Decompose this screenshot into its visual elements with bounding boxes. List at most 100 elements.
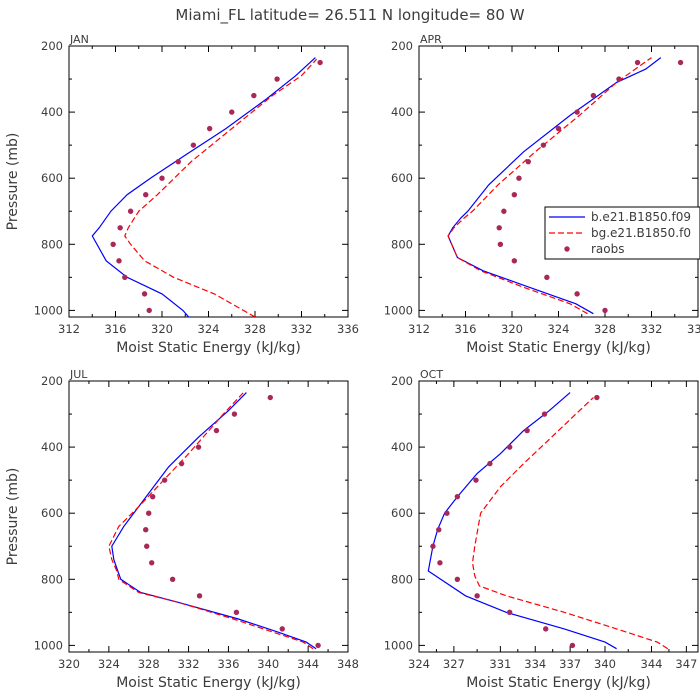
raobs-point xyxy=(178,460,185,467)
y-tick-label: 200 xyxy=(41,374,63,388)
raobs-point xyxy=(117,225,123,231)
legend-marker-dot xyxy=(564,246,570,252)
raobs-point xyxy=(590,92,597,99)
panel-oct: 324 327 331 334 337 340 344 347 200 400 600 800 1000… xyxy=(384,368,699,691)
raobs-point xyxy=(146,307,152,314)
raobs-point xyxy=(540,142,547,148)
y-tick-label: 400 xyxy=(391,440,413,454)
panel-jul: 320 324 328 332 336 340 344 348 200 400 600 800 1000… xyxy=(5,368,359,691)
panel-title: JAN xyxy=(69,33,89,46)
raobs-point xyxy=(555,125,562,132)
x-tick-label: 332 xyxy=(178,657,200,671)
y-tick-label: 600 xyxy=(391,506,413,520)
raobs-point xyxy=(317,59,323,66)
raobs-point xyxy=(454,576,461,582)
x-tick-label: 332 xyxy=(641,322,663,336)
x-tick-label: 328 xyxy=(138,657,160,671)
x-tick-label: 337 xyxy=(559,657,581,671)
y-tick-label: 600 xyxy=(391,171,413,185)
raobs-point xyxy=(436,527,442,533)
raobs-point xyxy=(574,109,580,115)
raobs-point xyxy=(524,427,530,434)
raobs-point xyxy=(677,59,684,66)
x-tick-label: 332 xyxy=(291,322,313,336)
plot-frame xyxy=(418,45,699,318)
raobs-point xyxy=(143,192,149,198)
series-line-bg xyxy=(124,58,318,317)
x-tick-label: 320 xyxy=(501,322,523,336)
raobs-point xyxy=(206,125,213,132)
legend-label: b.e21.B1850.f09 xyxy=(591,210,691,224)
raobs-point xyxy=(149,560,155,566)
plot-frame xyxy=(418,380,699,653)
raobs-point xyxy=(574,291,580,297)
raobs-point xyxy=(279,626,285,632)
series-line-bg xyxy=(108,392,314,650)
raobs-point xyxy=(110,241,116,247)
raobs-point xyxy=(144,543,150,549)
raobs-point xyxy=(511,258,518,264)
x-tick-label: 324 xyxy=(98,657,120,671)
x-tick-label: 348 xyxy=(337,657,359,671)
x-tick-label: 312 xyxy=(58,322,80,336)
x-tick-label: 327 xyxy=(443,657,465,671)
x-tick-label: 312 xyxy=(408,322,430,336)
x-axis-label: Moist Static Energy (kJ/kg) xyxy=(116,340,301,356)
y-tick-label: 800 xyxy=(391,237,413,251)
x-tick-label: 336 xyxy=(217,657,239,671)
raobs-point xyxy=(544,274,550,281)
raobs-point xyxy=(496,225,502,231)
raobs-point xyxy=(437,560,443,566)
raobs-point xyxy=(116,258,122,264)
raobs-point xyxy=(525,158,531,165)
x-tick-label: 334 xyxy=(524,657,546,671)
x-axis-label: Moist Static Energy (kJ/kg) xyxy=(466,675,651,691)
raobs-point xyxy=(569,642,576,649)
series-line-b xyxy=(447,57,662,315)
figure-title: Miami_FL latitude= 26.511 N longitude= 8… xyxy=(175,6,524,25)
panel-title: JUL xyxy=(69,368,88,381)
y-tick-label: 1000 xyxy=(34,303,63,317)
y-tick-label: 400 xyxy=(41,105,63,119)
y-tick-label: 1000 xyxy=(384,303,413,317)
panel-apr: 312 316 320 324 328 332 336 200 400 600 800 1000 APR… xyxy=(384,33,700,356)
raobs-point xyxy=(251,92,257,99)
raobs-point xyxy=(541,411,548,417)
raobs-point xyxy=(175,158,181,165)
plot-area xyxy=(447,57,684,315)
raobs-point xyxy=(511,192,518,198)
y-tick-label: 200 xyxy=(391,39,413,53)
raobs-point xyxy=(233,609,240,616)
x-tick-label: 336 xyxy=(687,322,700,336)
raobs-point xyxy=(444,510,450,516)
plot-area xyxy=(91,57,323,317)
raobs-point xyxy=(454,493,461,500)
raobs-point xyxy=(231,411,238,417)
raobs-point xyxy=(501,208,507,214)
x-tick-label: 344 xyxy=(641,657,663,671)
raobs-point xyxy=(274,76,280,82)
x-tick-label: 316 xyxy=(105,322,127,336)
x-tick-label: 328 xyxy=(244,322,266,336)
raobs-point xyxy=(190,142,197,148)
series-line-b xyxy=(427,392,617,650)
raobs-point xyxy=(169,576,176,582)
raobs-point xyxy=(315,642,321,649)
raobs-point xyxy=(122,274,128,281)
x-tick-label: 324 xyxy=(198,322,220,336)
raobs-point xyxy=(213,427,220,434)
x-axis-label: Moist Static Energy (kJ/kg) xyxy=(466,340,651,356)
panel-jan: 312 316 320 324 328 332 336 200 400 600 800 1000 JAN… xyxy=(5,33,359,356)
y-axis-label: Pressure (mb) xyxy=(5,468,21,566)
plot-area xyxy=(427,392,669,650)
raobs-point xyxy=(127,208,134,214)
plot-frame xyxy=(68,45,349,318)
panel-title: APR xyxy=(420,33,442,46)
raobs-point xyxy=(141,291,148,297)
y-tick-label: 400 xyxy=(391,105,413,119)
y-tick-label: 800 xyxy=(41,572,63,586)
x-tick-label: 344 xyxy=(297,657,319,671)
y-tick-label: 600 xyxy=(41,171,63,185)
x-tick-label: 324 xyxy=(408,657,430,671)
raobs-point xyxy=(430,543,436,549)
